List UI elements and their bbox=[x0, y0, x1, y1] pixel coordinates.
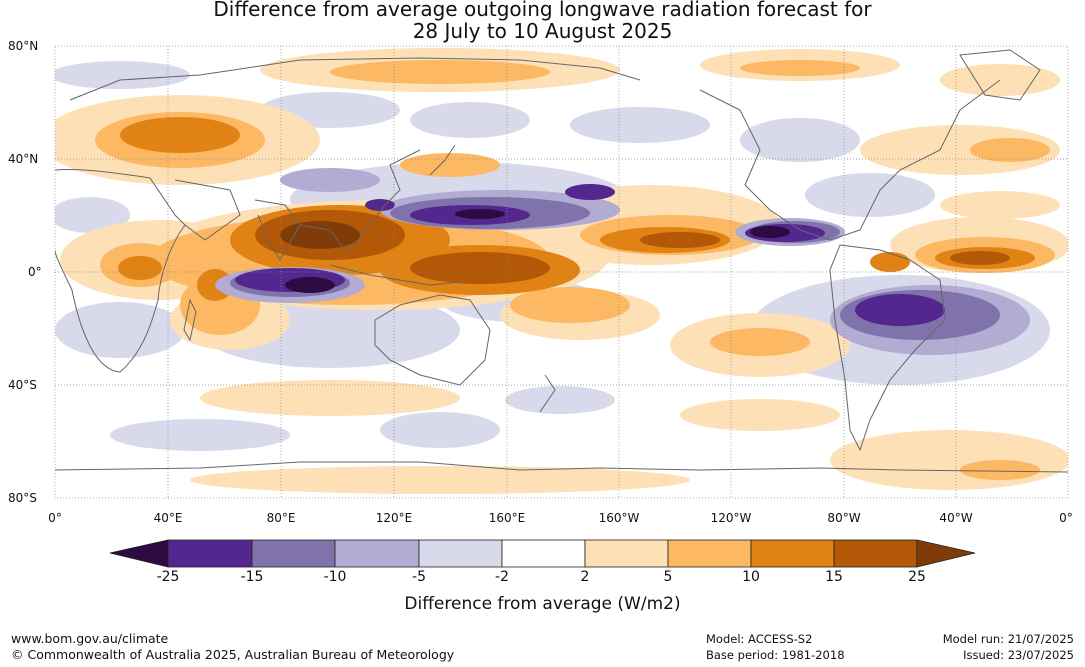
anomaly-field bbox=[55, 48, 1068, 494]
lon-label-0-east: 0° bbox=[1059, 511, 1073, 525]
lon-label-80w: 80°W bbox=[827, 511, 861, 525]
lat-label-80s: 80°S bbox=[8, 491, 37, 505]
footer-issued: Issued: 23/07/2025 bbox=[963, 648, 1074, 662]
colorbar-tick: -15 bbox=[240, 569, 264, 585]
colorbar-tick: -25 bbox=[156, 569, 180, 585]
lon-label-120w: 120°W bbox=[710, 511, 752, 525]
map-title-line1: Difference from average outgoing longwav… bbox=[213, 0, 872, 21]
footer-copyright: © Commonwealth of Australia 2025, Austra… bbox=[11, 647, 455, 662]
colorbar bbox=[109, 539, 976, 568]
colorbar-bin-1 bbox=[167, 539, 253, 568]
coastlines bbox=[55, 49, 1068, 473]
colorbar-tick: 5 bbox=[663, 569, 673, 585]
colorbar-bin-5 bbox=[501, 539, 586, 568]
colorbar-tick: 25 bbox=[908, 569, 926, 585]
footer-model-run: Model run: 21/07/2025 bbox=[942, 632, 1074, 646]
colorbar-tick: -2 bbox=[495, 569, 509, 585]
lon-label-160w: 160°W bbox=[598, 511, 640, 525]
lat-label-40s: 40°S bbox=[8, 378, 37, 392]
lat-label-0: 0° bbox=[28, 265, 42, 279]
colorbar-tick: 15 bbox=[825, 569, 843, 585]
lat-label-40n: 40°N bbox=[8, 152, 39, 166]
colorbar-bin-7 bbox=[667, 539, 752, 568]
colorbar-tick: 10 bbox=[742, 569, 760, 585]
colorbar-bin-4 bbox=[418, 539, 503, 568]
colorbar-arrow-low bbox=[109, 539, 169, 568]
lon-label-160e: 160°E bbox=[488, 511, 526, 525]
colorbar-tick: 2 bbox=[580, 569, 590, 585]
map-frame bbox=[54, 45, 1069, 499]
lon-label-120e: 120°E bbox=[375, 511, 413, 525]
lon-label-0-west: 0° bbox=[48, 511, 62, 525]
footer-base-period: Base period: 1981-2018 bbox=[706, 648, 845, 662]
lat-label-80n: 80°N bbox=[8, 39, 39, 53]
colorbar-arrow-high bbox=[916, 539, 976, 568]
map-title-line2: 28 July to 10 August 2025 bbox=[412, 19, 673, 43]
colorbar-tick: -10 bbox=[323, 569, 347, 585]
colorbar-title: Difference from average (W/m2) bbox=[404, 594, 681, 614]
footer-model: Model: ACCESS-S2 bbox=[706, 632, 813, 646]
colorbar-bin-8 bbox=[750, 539, 835, 568]
colorbar-bin-2 bbox=[251, 539, 336, 568]
colorbar-bin-9 bbox=[833, 539, 918, 568]
lon-label-80e: 80°E bbox=[266, 511, 296, 525]
graticule bbox=[55, 46, 1068, 498]
footer-url: www.bom.gov.au/climate bbox=[11, 631, 169, 646]
colorbar-bin-6 bbox=[584, 539, 669, 568]
lon-label-40e: 40°E bbox=[153, 511, 183, 525]
colorbar-bin-3 bbox=[334, 539, 420, 568]
lon-label-40w: 40°W bbox=[939, 511, 973, 525]
colorbar-tick: -5 bbox=[412, 569, 426, 585]
